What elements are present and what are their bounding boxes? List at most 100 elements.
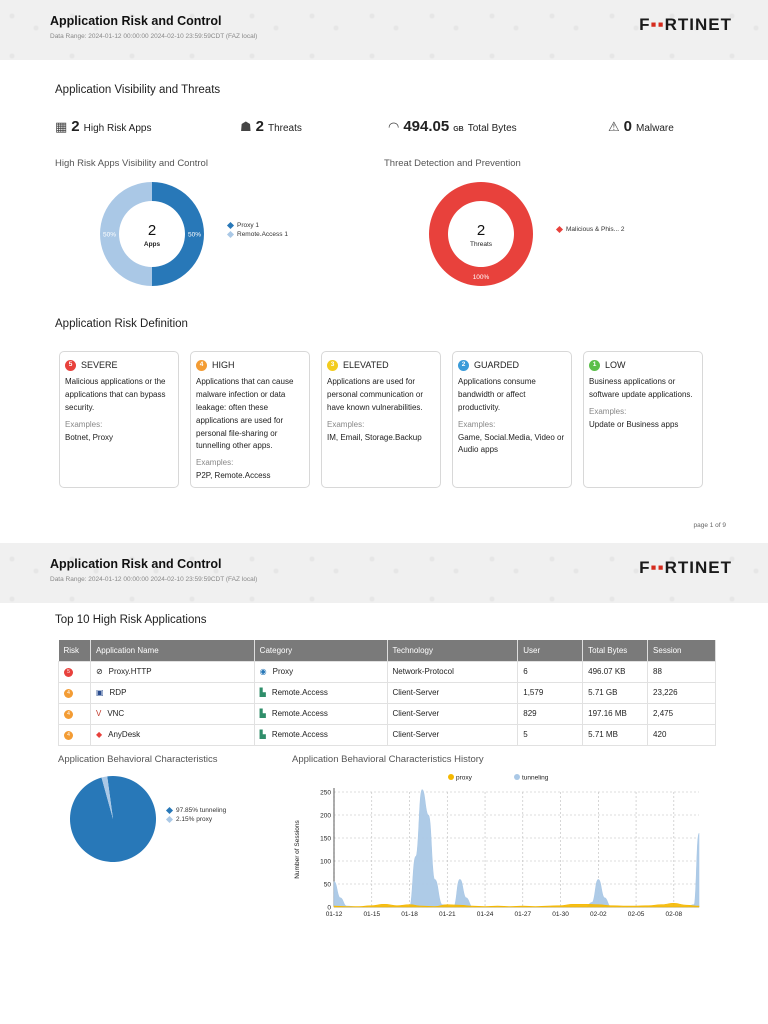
apps-icon: ▦ bbox=[55, 119, 68, 134]
risk-badge: 4 bbox=[64, 710, 73, 719]
data-range: Data Range: 2024-01-12 00:00:00 2024-02-… bbox=[50, 576, 258, 583]
risk-card-severe: 5 SEVERE Malicious applications or the ap… bbox=[59, 351, 179, 488]
area-series-proxy bbox=[333, 903, 700, 908]
app-icon: ◆ bbox=[95, 730, 103, 739]
y-axis-label: Number of Sessions bbox=[294, 819, 301, 878]
threats-donut-chart: 100% 2 Threats bbox=[429, 182, 533, 286]
apps-legend: Proxy 1 Remote.Access 1 bbox=[226, 221, 288, 240]
x-tick-label: 01-24 bbox=[477, 911, 494, 918]
kpi-high-risk-apps: ▦ 2 High Risk Apps bbox=[55, 118, 152, 135]
risk-badge: 5 bbox=[64, 668, 73, 677]
risk-card-guarded: 2 GUARDED Applications consume bandwidth … bbox=[452, 351, 572, 488]
table-row[interactable]: 4 V VNC ▙ Remote.Access Client-Server 829 … bbox=[58, 702, 716, 725]
risk-level-badge: 2 bbox=[458, 359, 469, 371]
remote-access-icon: ▙ bbox=[259, 688, 266, 697]
top10-title: Top 10 High Risk Applications bbox=[55, 614, 207, 626]
kpi-total-bytes: ◠ 494.05 GB Total Bytes bbox=[388, 118, 517, 135]
x-tick-label: 01-15 bbox=[363, 911, 380, 918]
table-row[interactable]: 4 ◆ AnyDesk ▙ Remote.Access Client-Server … bbox=[58, 723, 716, 746]
legend-item: 97.85% tunneling bbox=[165, 806, 226, 815]
column-header[interactable]: Risk bbox=[58, 640, 91, 661]
risk-level-badge: 5 bbox=[65, 359, 76, 371]
app-icon: V bbox=[95, 709, 102, 718]
behavior-title: Application Behavioral Characteristics bbox=[58, 754, 218, 765]
legend-marker bbox=[448, 774, 454, 780]
column-header[interactable]: Application Name bbox=[90, 640, 255, 661]
y-tick-label: 0 bbox=[327, 905, 331, 912]
x-tick-label: 02-02 bbox=[590, 911, 607, 918]
y-tick-label: 250 bbox=[320, 790, 331, 797]
fortinet-logo: F▪▪RTINET bbox=[639, 15, 732, 34]
pie-slice bbox=[101, 776, 113, 819]
app-icon: ⊘ bbox=[95, 667, 103, 676]
threat-icon: ☗ bbox=[240, 119, 252, 134]
donut-center-label: Apps bbox=[144, 241, 161, 248]
app-icon: ▣ bbox=[95, 688, 104, 697]
kpi-malware: ⚠ 0 Malware bbox=[608, 118, 674, 135]
risk-card-high: 4 HIGH Applications that can cause malwar… bbox=[190, 351, 310, 488]
risk-badge: 4 bbox=[64, 731, 73, 740]
apps-chart-title: High Risk Apps Visibility and Control bbox=[55, 158, 208, 169]
remote-access-icon: ▙ bbox=[259, 730, 266, 739]
x-tick-label: 01-21 bbox=[439, 911, 456, 918]
legend-item: Malicious & Phis... 2 bbox=[555, 225, 625, 234]
x-tick-label: 01-12 bbox=[326, 911, 343, 918]
donut-center-label: Threats bbox=[470, 241, 493, 248]
risk-level-badge: 4 bbox=[196, 359, 207, 371]
behavior-pie-chart bbox=[70, 776, 156, 862]
column-header[interactable]: Session bbox=[647, 640, 716, 661]
donut-center-value: 2 bbox=[148, 222, 156, 239]
slice-label: 50% bbox=[103, 232, 116, 239]
risk-card-low: 1 LOW Business applications or software u… bbox=[583, 351, 703, 488]
legend-marker bbox=[514, 774, 520, 780]
x-tick-label: 01-30 bbox=[552, 911, 569, 918]
legend-item: 2.15% proxy bbox=[165, 815, 226, 824]
page-header-1: Application Risk and Control Data Range:… bbox=[0, 0, 768, 60]
report-title: Application Risk and Control bbox=[50, 557, 222, 571]
column-header[interactable]: Total Bytes bbox=[582, 640, 649, 661]
risk-level-badge: 1 bbox=[589, 359, 600, 371]
slice-label: 50% bbox=[188, 232, 201, 239]
legend-label: tunneling bbox=[522, 775, 549, 782]
speedometer-icon: ◠ bbox=[388, 119, 400, 134]
risk-card-elevated: 3 ELEVATED Applications are used for pers… bbox=[321, 351, 441, 488]
legend-item: Remote.Access 1 bbox=[226, 230, 288, 239]
x-tick-label: 02-08 bbox=[666, 911, 683, 918]
table-row[interactable]: 5 ⊘ Proxy.HTTP ◉ Proxy Network-Protocol 6 … bbox=[58, 660, 716, 683]
remote-access-icon: ▙ bbox=[259, 709, 266, 718]
y-tick-label: 50 bbox=[324, 882, 332, 889]
area-series-tunneling bbox=[333, 789, 700, 908]
table-row[interactable]: 4 ▣ RDP ▙ Remote.Access Client-Server 1,57… bbox=[58, 681, 716, 704]
pie-slice bbox=[429, 182, 533, 286]
pie-slice bbox=[100, 182, 152, 286]
legend-label: proxy bbox=[456, 775, 473, 782]
data-range: Data Range: 2024-01-12 00:00:00 2024-02-… bbox=[50, 33, 258, 40]
slice-label: 100% bbox=[473, 274, 490, 281]
column-header[interactable]: Technology bbox=[387, 640, 519, 661]
kpi-threats: ☗ 2 Threats bbox=[240, 118, 302, 135]
visibility-title: Application Visibility and Threats bbox=[55, 84, 221, 96]
pie-slice bbox=[152, 182, 204, 286]
report-title: Application Risk and Control bbox=[50, 14, 222, 28]
risk-badge: 4 bbox=[64, 689, 73, 698]
behavior-history-chart: 0 50 100 150 200 250 01-12 01-15 01-18 01-21 01-24… bbox=[294, 774, 700, 918]
donut-center-value: 2 bbox=[477, 222, 485, 239]
fortinet-logo: F▪▪RTINET bbox=[639, 558, 732, 577]
threats-legend: Malicious & Phis... 2 bbox=[555, 225, 625, 235]
column-header[interactable]: Category bbox=[254, 640, 388, 661]
y-tick-label: 200 bbox=[320, 813, 331, 820]
malware-icon: ⚠ bbox=[608, 119, 620, 134]
behavior-history-title: Application Behavioral Characteristics H… bbox=[292, 754, 484, 765]
y-tick-label: 100 bbox=[320, 859, 331, 866]
risk-level-badge: 3 bbox=[327, 359, 338, 371]
page-header-2: Application Risk and Control Data Range:… bbox=[0, 543, 768, 603]
column-header[interactable]: User bbox=[517, 640, 584, 661]
y-tick-label: 150 bbox=[320, 836, 331, 843]
page-number: page 1 of 9 bbox=[693, 522, 726, 529]
x-tick-label: 01-27 bbox=[514, 911, 531, 918]
threats-chart-title: Threat Detection and Prevention bbox=[384, 158, 521, 169]
apps-donut-chart: 50% 50% 2 Apps bbox=[100, 182, 204, 286]
table-header-row: Risk Application Name Category Technolog… bbox=[58, 640, 716, 661]
legend-item: Proxy 1 bbox=[226, 221, 288, 230]
top10-table: Risk Application Name Category Technolog… bbox=[58, 640, 716, 746]
